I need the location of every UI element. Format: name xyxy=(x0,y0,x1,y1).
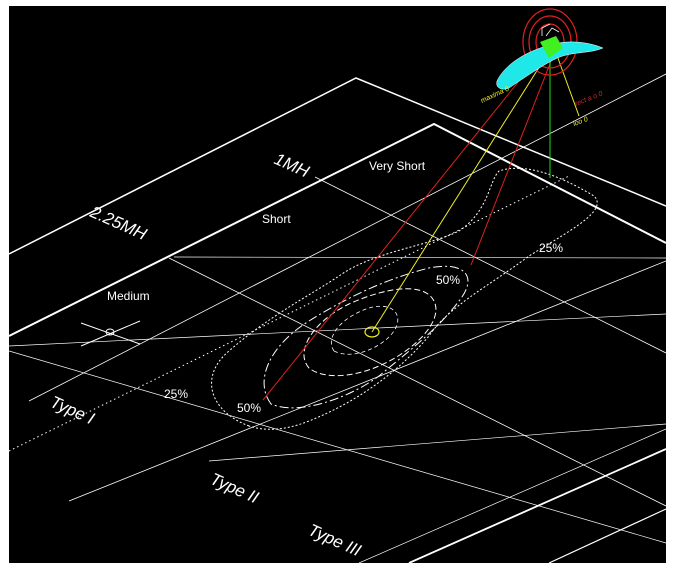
outer-boundary-line xyxy=(9,77,666,255)
mh-label-2-25mh: 2.25MH xyxy=(86,202,150,244)
contour-50-percent-inner xyxy=(303,288,437,377)
cyan-distribution-lobe xyxy=(496,41,604,90)
roadway-grid xyxy=(9,73,666,563)
type-label-iii: Type III xyxy=(305,520,364,560)
grid-line-type-iii xyxy=(358,428,666,563)
contour-peak xyxy=(331,305,399,355)
beam-rays xyxy=(262,45,580,401)
luminaire-label-red: rect a o 0 xyxy=(574,90,604,107)
road-edge-lower xyxy=(548,508,666,563)
red-ray-left xyxy=(262,45,548,401)
grid-line-type-ii xyxy=(208,423,666,462)
contour-label-25-left: 25% xyxy=(164,387,188,401)
type-label-i: Type I xyxy=(47,392,97,428)
grid-line-type-i xyxy=(9,350,666,544)
grid-line-near xyxy=(9,313,666,347)
photometric-viewport: maxima 0 rect a o 0 loo 0 Very Short Sho… xyxy=(9,6,666,563)
luminaire-label-yellow: maxima 0 xyxy=(480,86,511,105)
grid-line-far xyxy=(173,256,666,259)
yellow-ray xyxy=(371,49,551,333)
grid-line-2mh xyxy=(68,260,666,502)
grid-line-1mh xyxy=(28,73,666,402)
iso-contours xyxy=(211,167,598,430)
luminaire: maxima 0 rect a o 0 loo 0 xyxy=(480,8,604,128)
roadway-plot: maxima 0 rect a o 0 loo 0 Very Short Sho… xyxy=(9,8,666,563)
luminaire-frame-2 xyxy=(541,23,551,36)
road-edge-line xyxy=(9,122,666,337)
luminaire-body xyxy=(540,36,563,58)
contour-50-percent-outer xyxy=(263,265,469,409)
road-centre-dotted xyxy=(9,175,570,452)
luminaire-label-small: loo 0 xyxy=(572,116,589,128)
zone-label-very-short: Very Short xyxy=(369,159,426,173)
position-marker xyxy=(80,320,141,347)
zone-label-short: Short xyxy=(262,212,291,226)
contour-label-25-right: 25% xyxy=(539,241,563,255)
road-edge-near xyxy=(408,448,666,563)
grid-line-2-25mh xyxy=(168,257,666,507)
max-point-marker xyxy=(364,326,380,338)
luminaire-frame xyxy=(545,27,560,37)
mh-label-1mh: 1MH xyxy=(271,149,312,181)
contour-25-percent xyxy=(211,167,598,430)
red-ray-right xyxy=(470,50,556,266)
contour-label-50-left: 50% xyxy=(237,401,261,415)
zone-label-medium: Medium xyxy=(107,289,150,303)
contour-label-50-right: 50% xyxy=(436,273,460,287)
type-label-ii: Type II xyxy=(207,469,261,507)
grid-line-1mh-cross xyxy=(314,176,666,354)
yellow-ray-side xyxy=(554,49,580,117)
